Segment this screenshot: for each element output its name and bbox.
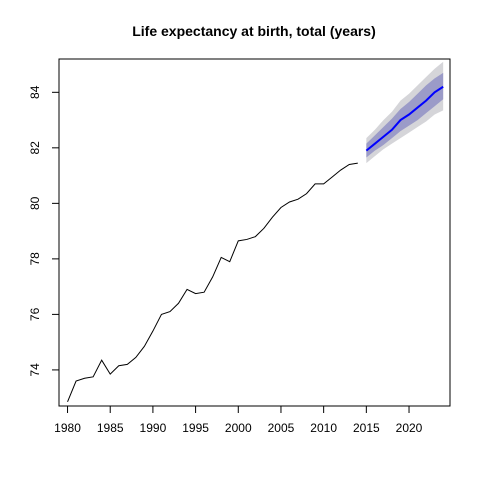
y-tick-label: 74	[28, 363, 42, 377]
x-tick-label: 2015	[353, 421, 380, 435]
x-axis: 1980 1985 1990 1995 2000 2005 2010 2015 2020	[54, 405, 423, 435]
x-tick-label: 1985	[97, 421, 124, 435]
chart-title: Life expectancy at birth, total (years)	[132, 23, 376, 39]
x-tick-label: 2010	[310, 421, 337, 435]
history-line	[67, 162, 358, 403]
forecast-bands	[366, 61, 444, 164]
y-tick-label: 80	[28, 196, 42, 210]
y-tick-label: 82	[28, 141, 42, 155]
plot-frame	[58, 58, 451, 407]
y-tick-label: 76	[28, 307, 42, 321]
band-80	[366, 72, 444, 158]
y-axis: 74 76 78 80 82 84	[28, 85, 60, 377]
x-tick-label: 1980	[54, 421, 81, 435]
x-tick-label: 2000	[225, 421, 252, 435]
y-tick-label: 84	[28, 85, 42, 99]
x-tick-label: 1995	[182, 421, 209, 435]
y-tick-label: 78	[28, 252, 42, 266]
x-tick-label: 2020	[396, 421, 423, 435]
series-lines	[67, 85, 444, 403]
forecast-line	[365, 85, 444, 152]
x-tick-label: 1990	[140, 421, 167, 435]
x-tick-label: 2005	[268, 421, 295, 435]
